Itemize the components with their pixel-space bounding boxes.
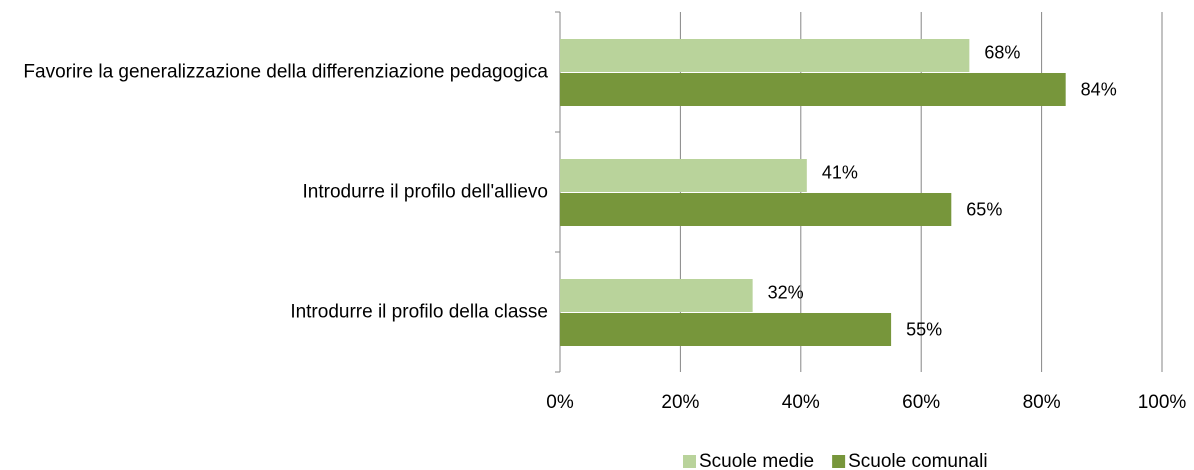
x-tick-label: 20% (661, 392, 699, 413)
data-label: 32% (768, 282, 804, 302)
data-label: 65% (966, 199, 1002, 219)
bar (560, 313, 892, 346)
legend-label: Scuole comunali (848, 451, 987, 470)
bar (560, 193, 952, 226)
data-label: 55% (906, 319, 942, 339)
bar (560, 279, 753, 312)
data-label: 84% (1081, 79, 1117, 99)
data-label: 68% (984, 42, 1020, 62)
y-tick-label: Introdurre il profilo della classe (290, 301, 548, 323)
legend-swatch (832, 455, 846, 468)
x-tick-label: 0% (546, 392, 574, 413)
x-tick-label: 40% (782, 392, 820, 413)
x-tick-label: 80% (1023, 392, 1061, 413)
y-tick-label: Introdurre il profilo dell'allievo (302, 181, 548, 203)
bar (560, 159, 807, 192)
bar (560, 73, 1066, 106)
bar (560, 39, 970, 72)
x-tick-label: 100% (1138, 392, 1187, 413)
legend-label: Scuole medie (699, 451, 814, 470)
x-tick-label: 60% (902, 392, 940, 413)
legend-swatch (683, 455, 696, 468)
y-tick-label: Favorire la generalizzazione della diffe… (23, 61, 548, 83)
data-label: 41% (822, 162, 858, 182)
